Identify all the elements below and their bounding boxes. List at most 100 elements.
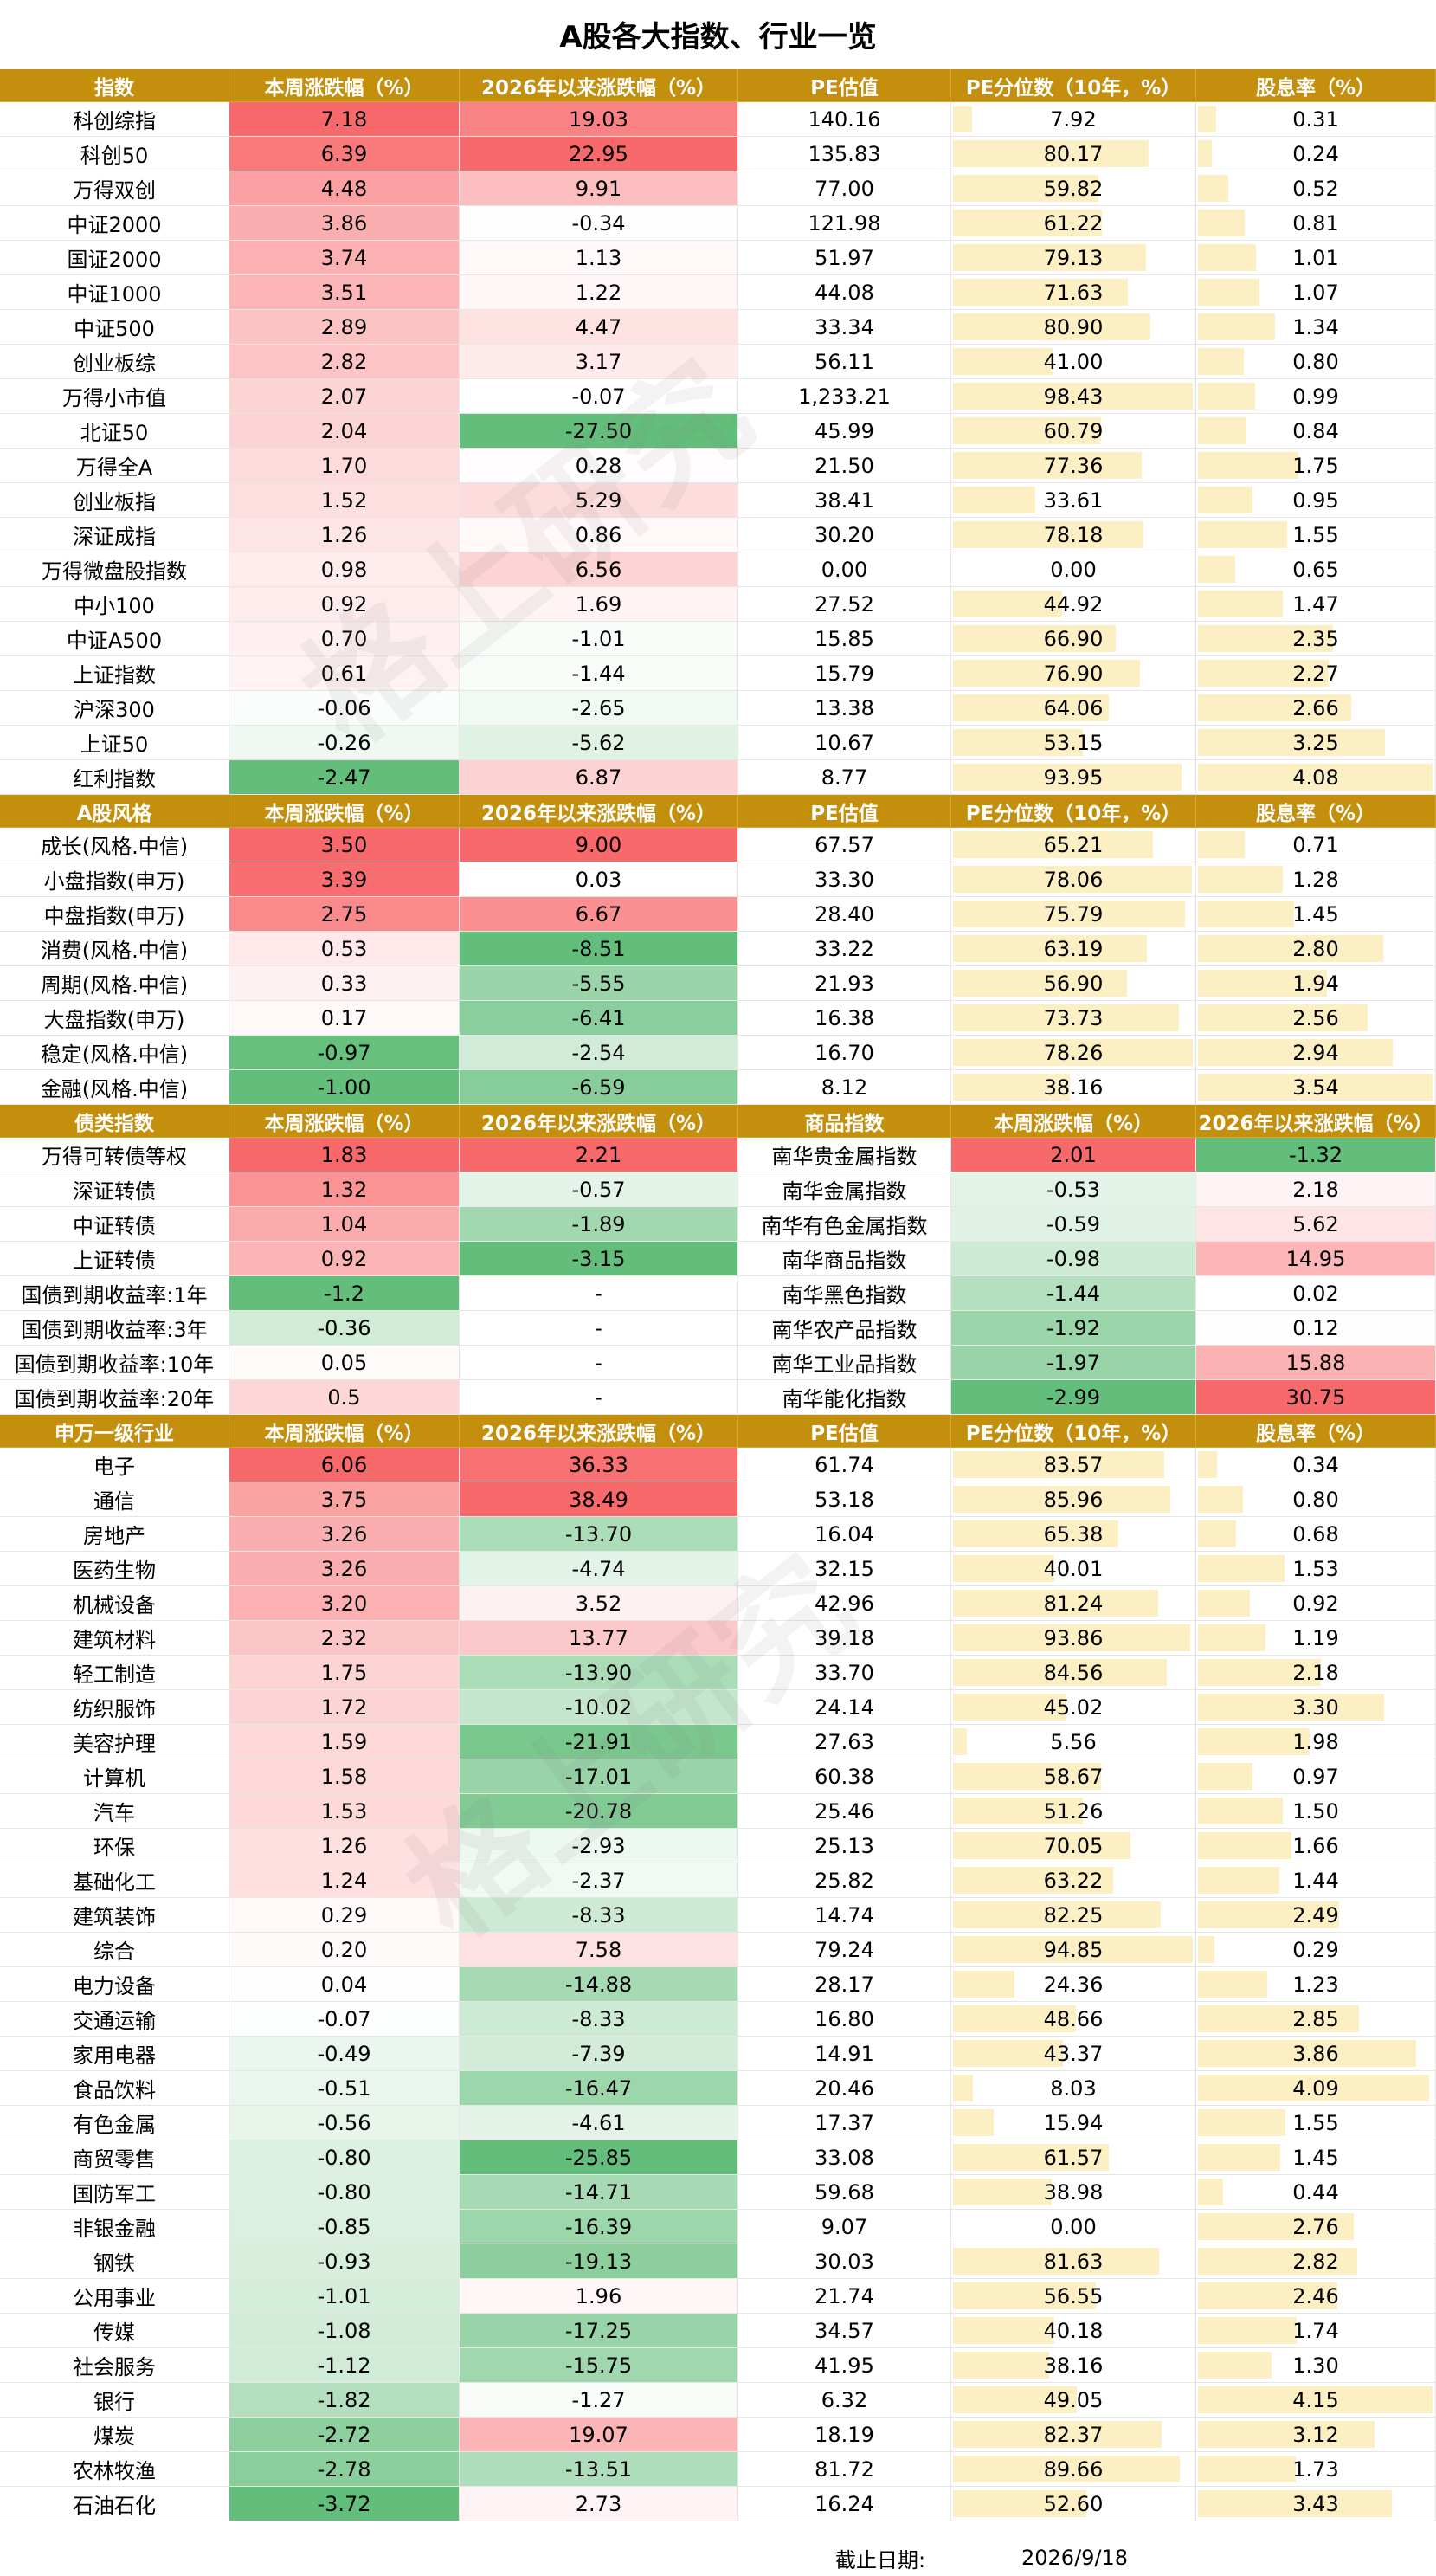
column-header: PE分位数（10年，%）	[951, 69, 1196, 102]
value-cell: -4.61	[460, 2106, 738, 2140]
value-cell: 67.57	[738, 828, 951, 862]
cell-text: -0.34	[571, 210, 626, 236]
row-label-cell: 食品饮料	[0, 2071, 229, 2106]
cell-text: 0.00	[1050, 557, 1097, 582]
table-row: 国证2000 3.74 1.13 51.97 79.13 1.01	[0, 241, 1436, 275]
value-cell: 71.63	[951, 275, 1196, 310]
value-cell: 16.04	[738, 1517, 951, 1552]
cell-text: 2.80	[1292, 936, 1339, 961]
column-header: 股息率（%）	[1196, 1415, 1436, 1448]
value-cell: 56.90	[951, 966, 1196, 1001]
cell-text: -13.90	[564, 1660, 633, 1685]
value-cell: 7.58	[460, 1933, 738, 1967]
cell-text: 8.77	[821, 765, 868, 790]
cell-text: 2.35	[1292, 626, 1339, 651]
value-cell: 7.92	[951, 102, 1196, 137]
value-cell: 4.48	[229, 171, 460, 206]
cell-text: 0.71	[1292, 832, 1339, 857]
row-label-cell: 金融(风格.中信)	[0, 1070, 229, 1105]
cell-text: 南华农产品指数	[771, 1318, 918, 1342]
row-label-cell: 中小100	[0, 587, 229, 622]
cell-text: -1.44	[1046, 1281, 1101, 1306]
value-cell: 1.94	[1196, 966, 1436, 1001]
data-bar	[1198, 106, 1216, 132]
cell-text: 小盘指数(申万)	[43, 869, 185, 894]
table-row: 通信 3.75 38.49 53.18 85.96 0.80	[0, 1482, 1436, 1517]
data-bar	[1198, 2352, 1272, 2379]
value-cell: 1.72	[229, 1690, 460, 1725]
cell-text: 16.24	[815, 2491, 874, 2516]
cell-text: 3.43	[1292, 2491, 1339, 2516]
cell-text: -4.74	[571, 1556, 626, 1581]
value-cell: -0.07	[460, 379, 738, 414]
cell-text: -2.65	[571, 695, 626, 720]
value-cell: 1.07	[1196, 275, 1436, 310]
cell-text: -13.70	[564, 1521, 633, 1546]
cell-text: 1.75	[320, 1660, 368, 1685]
cell-text: 0.31	[1292, 107, 1339, 132]
value-cell: 1.28	[1196, 862, 1436, 897]
table-row: 交通运输 -0.07 -8.33 16.80 48.66 2.85	[0, 2002, 1436, 2037]
cell-text: 49.05	[1043, 2387, 1104, 2412]
cell-text: 4.47	[575, 314, 622, 339]
value-cell: 40.01	[951, 1552, 1196, 1586]
value-cell: 27.63	[738, 1725, 951, 1759]
cell-text: 1.52	[320, 487, 368, 513]
value-cell: 3.26	[229, 1552, 460, 1586]
value-cell: 89.66	[951, 2452, 1196, 2487]
cell-text: 80.90	[1043, 314, 1104, 339]
column-header: 2026年以来涨跌幅（%）	[1196, 1105, 1436, 1138]
row-label-cell: 国债到期收益率:3年	[0, 1311, 229, 1346]
column-header-label: PE分位数（10年，%）	[965, 802, 1182, 825]
table-row: 综合 0.20 7.58 79.24 94.85 0.29	[0, 1933, 1436, 1967]
cell-text: 14.95	[1285, 1246, 1346, 1271]
data-bar	[953, 1728, 968, 1755]
column-header-label: 本周涨跌幅（%）	[264, 76, 424, 100]
cell-text: 国证2000	[67, 248, 162, 272]
data-bar	[1198, 2109, 1286, 2136]
value-cell: 81.24	[951, 1586, 1196, 1621]
cell-text: 59.82	[1043, 176, 1104, 201]
table-row: 消费(风格.中信) 0.53 -8.51 33.22 63.19 2.80	[0, 932, 1436, 966]
value-cell: -16.47	[460, 2071, 738, 2106]
value-cell: -8.33	[460, 1898, 738, 1933]
value-cell: -0.36	[229, 1311, 460, 1346]
data-bar	[1198, 210, 1245, 236]
data-bar	[953, 279, 1128, 306]
cell-text: 成长(风格.中信)	[40, 835, 189, 859]
value-cell: 0.29	[229, 1898, 460, 1933]
cell-text: 78.18	[1043, 522, 1104, 547]
row-label-cell: 万得小市值	[0, 379, 229, 414]
column-header-label: 本周涨跌幅（%）	[264, 1422, 424, 1445]
cell-text: 中盘指数(申万)	[43, 904, 185, 928]
data-bar	[1198, 935, 1384, 962]
value-cell: 42.96	[738, 1586, 951, 1621]
cell-text: 万得可转债等权	[42, 1145, 187, 1169]
data-bar	[1198, 1590, 1251, 1617]
cell-text: 1.73	[1292, 2457, 1339, 2482]
value-cell: 3.74	[229, 241, 460, 275]
data-bar	[1198, 2386, 1433, 2413]
value-cell: 77.36	[951, 449, 1196, 483]
cell-text: 121.98	[808, 210, 881, 236]
value-cell: 61.57	[951, 2140, 1196, 2175]
value-cell: 76.90	[951, 656, 1196, 691]
cell-text: -8.33	[571, 1902, 626, 1927]
value-cell: 14.74	[738, 1898, 951, 1933]
data-bar	[953, 348, 1053, 375]
value-cell: 0.80	[1196, 345, 1436, 379]
column-header: 股息率（%）	[1196, 69, 1436, 102]
table-row: 有色金属 -0.56 -4.61 17.37 15.94 1.55	[0, 2106, 1436, 2140]
data-bar	[1198, 1659, 1322, 1686]
value-cell: -8.51	[460, 932, 738, 966]
value-cell: 3.43	[1196, 2487, 1436, 2521]
value-cell: 3.51	[229, 275, 460, 310]
cell-text: 商贸零售	[73, 2147, 156, 2172]
column-header-label: 本周涨跌幅（%）	[264, 802, 424, 825]
cell-text: -5.55	[571, 971, 626, 996]
cell-text: 1.50	[1292, 1798, 1339, 1824]
value-cell: 2.75	[229, 897, 460, 932]
table-row: 金融(风格.中信) -1.00 -6.59 8.12 38.16 3.54	[0, 1070, 1436, 1105]
column-header-label: PE估值	[810, 802, 879, 825]
cell-text: 上证50	[80, 733, 149, 757]
